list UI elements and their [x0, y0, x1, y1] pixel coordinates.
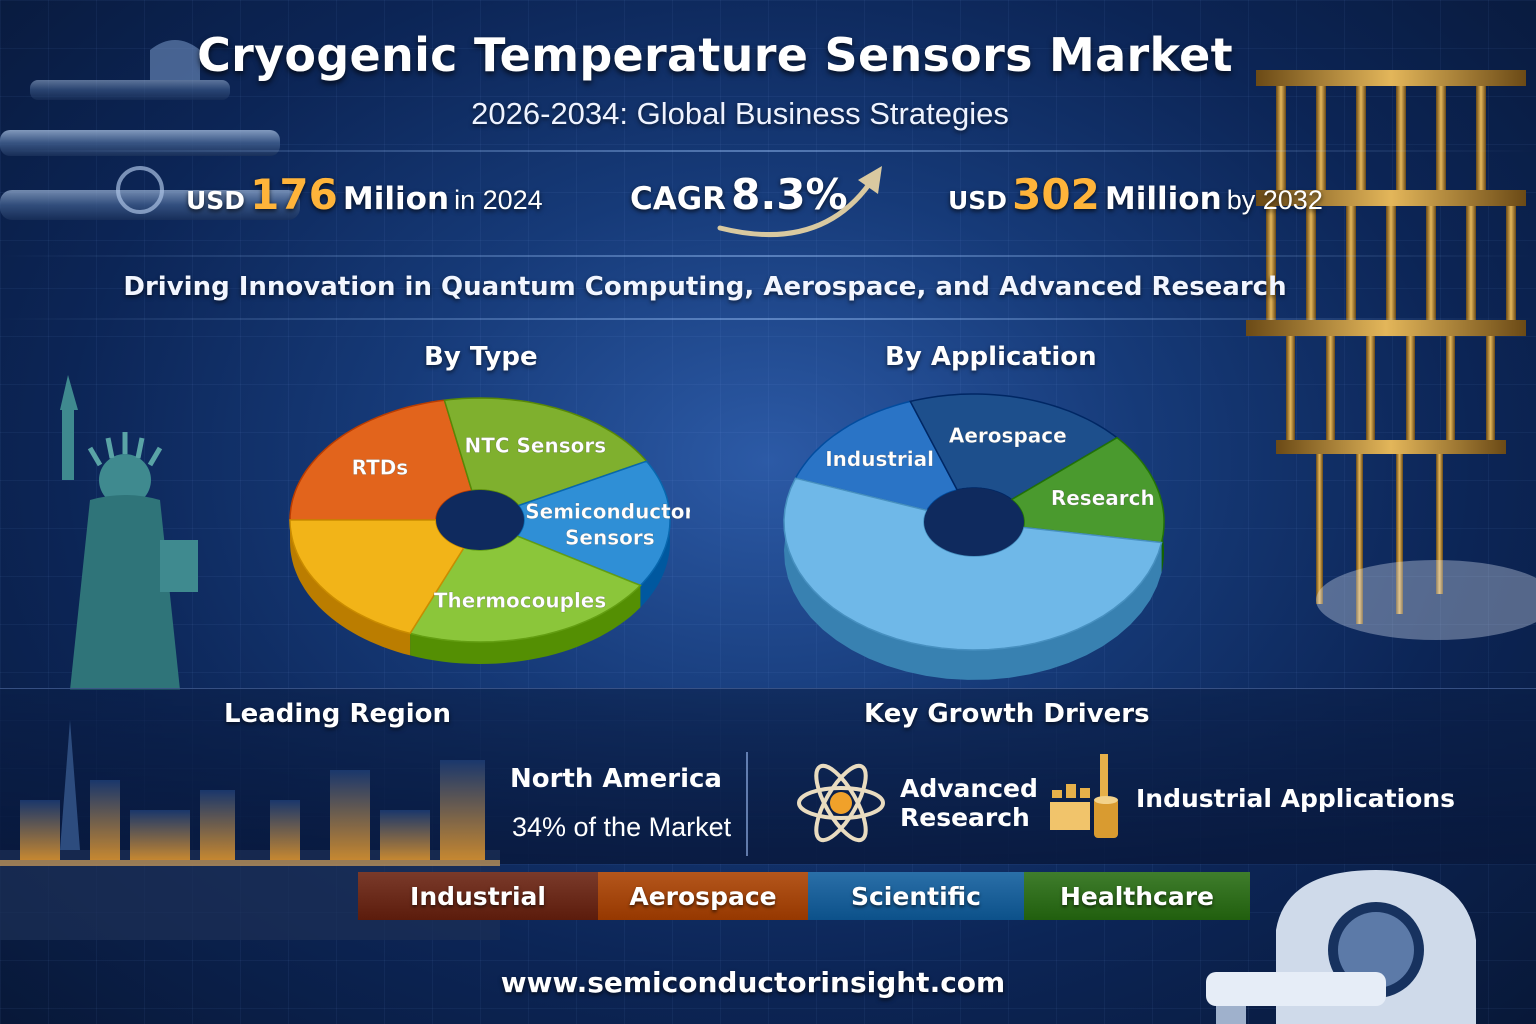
by-application-donut-chart: Industrial Aerospace Research — [783, 393, 1165, 680]
donut-hole — [924, 488, 1024, 556]
by-type-donut-chart: RTDs NTC Sensors Semiconductor Sensors Therm… — [289, 397, 690, 664]
segment-industrial: Industrial — [358, 872, 598, 920]
donut-slice-side — [290, 520, 411, 656]
cagr-stat: CAGR 8.3% — [630, 170, 848, 219]
year-label: in 2024 — [454, 185, 543, 215]
bottom-panel — [0, 688, 1536, 864]
segment-aerospace: Aerospace — [598, 872, 808, 920]
market-value-2032: 302 — [1012, 170, 1100, 219]
driver-label-line: Research — [900, 803, 1030, 832]
key-growth-drivers-heading: Key Growth Drivers — [864, 699, 1150, 729]
donut-label: RTDs — [352, 456, 409, 480]
by-type-heading: By Type — [424, 342, 538, 372]
donut-hole — [436, 490, 524, 550]
market-value-2024: 176 — [250, 170, 338, 219]
currency-label: USD — [186, 186, 246, 215]
page-title: Cryogenic Temperature Sensors Market — [197, 28, 1233, 82]
currency-label: USD — [948, 186, 1008, 215]
city-skyline-graphic — [0, 720, 500, 940]
donut-slice-side — [410, 585, 641, 664]
statue-of-liberty-graphic — [60, 375, 198, 690]
page-subtitle: 2026-2034: Global Business Strategies — [471, 96, 1009, 131]
segment-scientific: Scientific — [808, 872, 1024, 920]
donut-label: Industrial — [825, 447, 934, 471]
unit-label: Milion — [342, 181, 450, 217]
quantum-computer-graphic — [1246, 70, 1536, 640]
growth-arrow-icon — [717, 166, 882, 238]
donut-label: Research — [1051, 486, 1155, 510]
region-share: 34% of the Market — [512, 812, 732, 842]
cagr-label: CAGR — [630, 181, 727, 217]
year-label: by 2032 — [1226, 185, 1323, 215]
donut-label: Semiconductor Sensors — [525, 500, 690, 550]
unit-label: Million — [1104, 181, 1222, 217]
by-application-heading: By Application — [885, 342, 1097, 372]
factory-icon — [1050, 754, 1118, 838]
segment-healthcare: Healthcare — [1024, 872, 1250, 920]
footer-url: www.semiconductorinsight.com — [500, 966, 1006, 999]
driver-industrial-applications: Industrial Applications — [1136, 784, 1456, 813]
donut-label: Aerospace — [949, 424, 1067, 448]
atom-icon — [797, 763, 885, 843]
mri-scanner-graphic — [1206, 870, 1476, 1024]
market-size-2024: USD 176 Milion in 2024 — [186, 170, 543, 219]
tagline: Driving Innovation in Quantum Computing,… — [123, 272, 1287, 302]
industrial-machine-graphic — [0, 40, 300, 220]
section-divider — [746, 752, 748, 856]
leading-region-heading: Leading Region — [224, 699, 451, 729]
cagr-value: 8.3% — [731, 170, 848, 219]
donut-label: Thermocouples — [434, 589, 606, 613]
driver-advanced-research: Advanced Research — [900, 774, 1038, 832]
region-name: North America — [510, 764, 722, 794]
driver-label-line: Advanced — [900, 774, 1038, 803]
donut-label: NTC Sensors — [464, 433, 606, 457]
market-size-2032: USD 302 Million by 2032 — [948, 170, 1323, 219]
